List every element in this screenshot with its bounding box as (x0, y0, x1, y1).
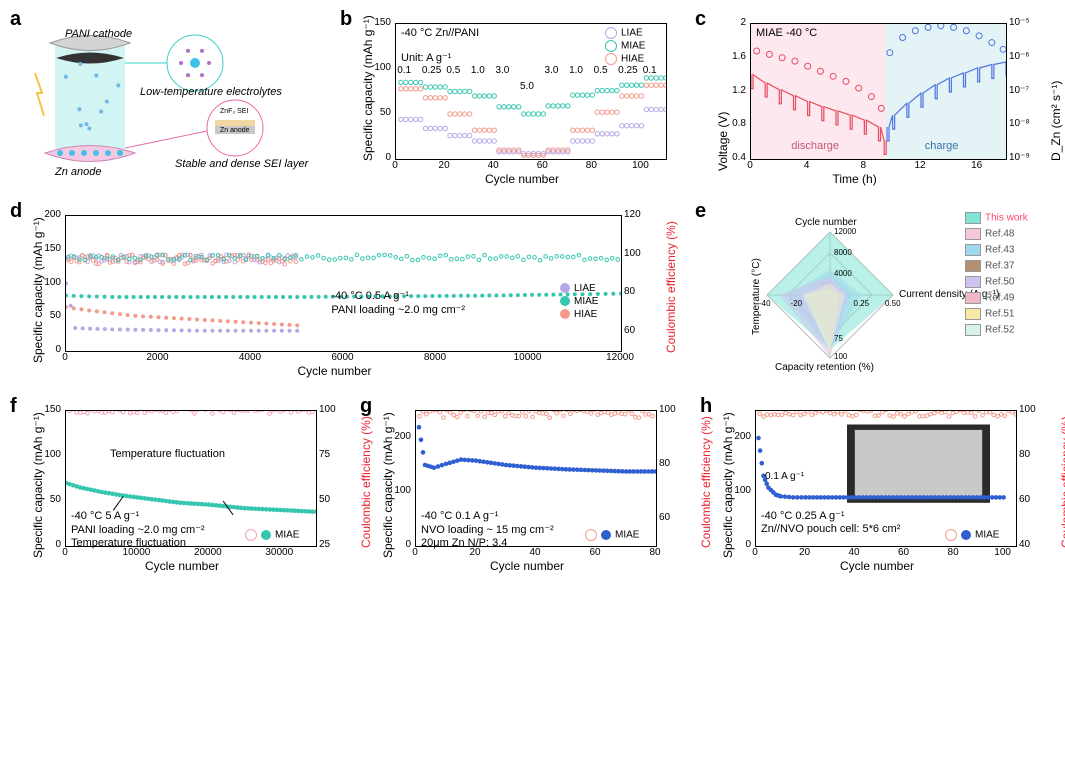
x-tick: 20 (790, 547, 820, 558)
y2-tick: 10⁻⁶ (1009, 51, 1030, 62)
x-tick: 12000 (605, 352, 635, 363)
x-tick: 80 (640, 547, 670, 558)
x-tick: 6000 (328, 352, 358, 363)
panel-d: d-40 °C 0.5 A g⁻¹PANI loading ~2.0 mg cm… (10, 200, 680, 370)
plot-box (750, 23, 1007, 160)
label-electrolyte: Low-temperature electrolytes (140, 86, 282, 98)
x-tick: 100 (625, 160, 655, 171)
y2-tick: 75 (319, 449, 330, 460)
x-tick: 8 (848, 160, 878, 171)
x-tick: 2000 (143, 352, 173, 363)
y2-tick: 10⁻⁵ (1009, 17, 1030, 28)
y2-tick: 10⁻⁸ (1009, 118, 1030, 129)
panel-g: g-40 °C 0.1 A g⁻¹NVO loading ~ 15 mg cm⁻… (360, 395, 690, 565)
x-label: Cycle number (840, 559, 914, 573)
y2-label: Coulombic efficiency (%) (664, 221, 678, 353)
legend-item: HIAE (605, 53, 644, 65)
x-tick: 40 (520, 547, 550, 558)
y-label: Specific capacity (mAh g⁻¹) (31, 217, 45, 363)
x-label: Time (h) (833, 172, 877, 186)
y2-tick: 60 (1019, 494, 1030, 505)
x-tick: 10000 (513, 352, 543, 363)
x-tick: 20 (460, 547, 490, 558)
x-tick: 16 (962, 160, 992, 171)
legend-item: Ref.43 (965, 244, 1014, 256)
x-tick: 4000 (235, 352, 265, 363)
panel-h: h-40 °C 0.25 A g⁻¹Zn//NVO pouch cell: 5*… (700, 395, 1055, 565)
x-tick: 10000 (121, 547, 151, 558)
label-anode: Zn anode (55, 166, 101, 178)
y-tick: 1.6 (720, 51, 746, 62)
y2-tick: 25 (319, 539, 330, 550)
y2-tick: 80 (659, 458, 670, 469)
legend-item: Ref.48 (965, 228, 1014, 240)
label-cathode: PANI cathode (65, 28, 132, 40)
legend-item: LIAE (560, 283, 596, 294)
x-label: Cycle number (490, 559, 564, 573)
x-tick: 12 (905, 160, 935, 171)
legend-item: Ref.49 (965, 292, 1014, 304)
legend-item: MIAE (560, 296, 598, 307)
x-label: Cycle number (298, 364, 372, 378)
y2-label: Coulombic efficiency (%) (1059, 416, 1065, 548)
y-label: Voltage (V) (716, 111, 730, 170)
y2-tick: 60 (624, 325, 635, 336)
legend-item: MIAE (245, 529, 299, 541)
panel-f: f-40 °C 5 A g⁻¹PANI loading ~2.0 mg cm⁻²… (10, 395, 350, 565)
y2-tick: 100 (319, 404, 336, 415)
y2-tick: 80 (1019, 449, 1030, 460)
x-tick: 20000 (193, 547, 223, 558)
x-label: Cycle number (485, 172, 559, 186)
legend-item: MIAE (605, 40, 645, 52)
panel-c: cMIAE -40 °Cdischargecharge04812160.40.8… (695, 8, 1050, 178)
legend-item: Ref.50 (965, 276, 1014, 288)
y-label: Specific capacity (mAh g⁻¹) (361, 15, 375, 161)
x-tick: 8000 (420, 352, 450, 363)
y-label: Specific capacity (mAh g⁻¹) (721, 412, 735, 558)
x-label: Cycle number (145, 559, 219, 573)
x-tick: 4 (792, 160, 822, 171)
panel-a: aPANI cathodeLow-temperature electrolyte… (10, 8, 325, 178)
x-tick: 60 (889, 547, 919, 558)
y2-tick: 10⁻⁹ (1009, 152, 1030, 163)
y2-tick: 100 (624, 248, 641, 259)
x-tick: 60 (527, 160, 557, 171)
panel-e: eCycle numberCurrent density (A g⁻¹)Capa… (695, 200, 1050, 370)
y-tick: 2 (720, 17, 746, 28)
x-tick: 80 (576, 160, 606, 171)
y2-tick: 60 (659, 512, 670, 523)
y-label: Specific capacity (mAh g⁻¹) (31, 412, 45, 558)
legend-item: MIAE (585, 529, 639, 541)
y2-tick: 50 (319, 494, 330, 505)
x-tick: 20 (429, 160, 459, 171)
x-tick: 60 (580, 547, 610, 558)
y2-tick: 100 (659, 404, 676, 415)
y2-tick: 100 (1019, 404, 1036, 415)
label-sei: Stable and dense SEI layer (175, 158, 308, 170)
y2-tick: 40 (1019, 539, 1030, 550)
legend-item: Ref.51 (965, 308, 1014, 320)
legend-item: This work (965, 212, 1028, 224)
y2-label: D_Zn (cm² s⁻¹) (1049, 80, 1063, 160)
x-tick: 40 (478, 160, 508, 171)
legend-item: Ref.37 (965, 260, 1014, 272)
legend-item: HIAE (560, 309, 597, 320)
legend-item: LIAE (605, 27, 643, 39)
x-tick: 80 (938, 547, 968, 558)
panel-b: b-40 °C Zn//PANIUnit: A g⁻¹0.10.250.51.0… (340, 8, 680, 178)
y2-tick: 120 (624, 209, 641, 220)
y-tick: 1.2 (720, 85, 746, 96)
plot-box (65, 215, 622, 352)
x-tick: 40 (839, 547, 869, 558)
x-tick: 100 (988, 547, 1018, 558)
y2-tick: 10⁻⁷ (1009, 85, 1029, 96)
y-label: Specific capacity (mAh g⁻¹) (381, 412, 395, 558)
x-tick: 30000 (264, 547, 294, 558)
legend-item: Ref.52 (965, 324, 1014, 336)
y2-tick: 80 (624, 286, 635, 297)
legend-item: MIAE (945, 529, 999, 541)
